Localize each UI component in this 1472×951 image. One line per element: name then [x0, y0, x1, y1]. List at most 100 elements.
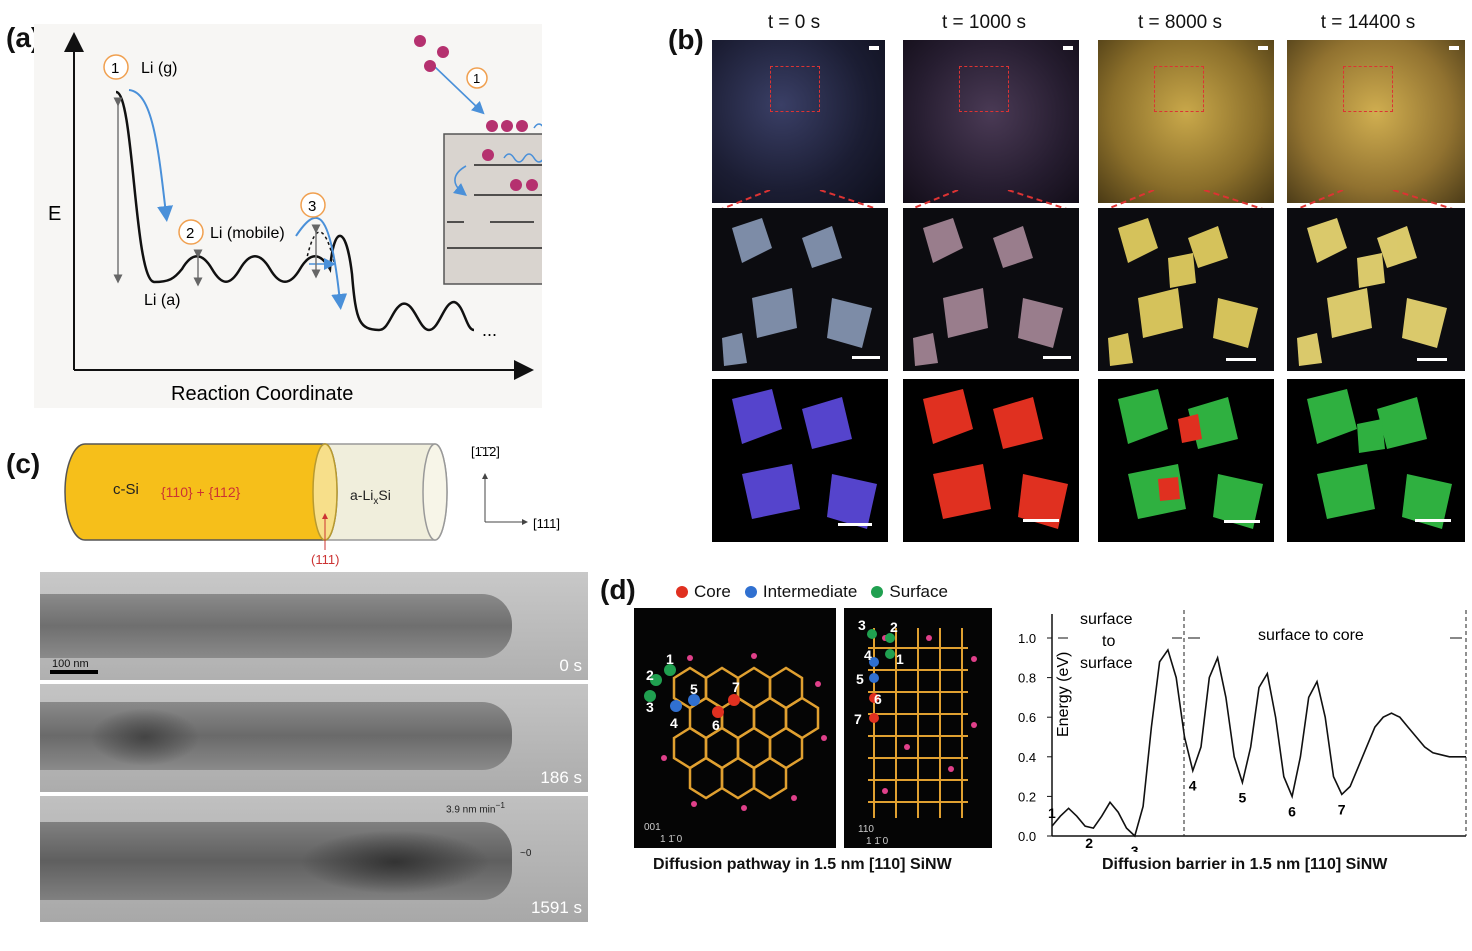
tem-time-1: 186 s — [540, 768, 582, 787]
core-dot — [676, 586, 688, 598]
caption-barrier: Diffusion barrier in 1.5 nm [110] SiNW — [1102, 856, 1388, 873]
zoom-image-14400s — [1287, 208, 1465, 371]
point-label-7: 7 — [1338, 801, 1346, 817]
energy-curve — [1051, 648, 1466, 838]
optical-image-0s — [712, 40, 885, 203]
svg-text:1 1̄ 0: 1 1̄ 0 — [866, 836, 889, 847]
energy-barrier-chart: 0.0 0.2 0.4 0.6 0.8 1.0 1 2 3 4 5 6 7 Energy (eV) s… — [1018, 610, 1467, 852]
region2-label: surface to core — [1258, 627, 1364, 644]
point-label-5: 5 — [1238, 790, 1246, 806]
y-tick-label-2: 0.4 — [1018, 750, 1036, 765]
state-1-num: 1 — [111, 60, 119, 77]
panel-d-label: (d) — [600, 574, 636, 605]
optical-image-8000s — [1098, 40, 1274, 203]
svg-text:6: 6 — [874, 691, 882, 707]
li-a-label: Li (a) — [144, 292, 180, 309]
point-label-3: 3 — [1131, 843, 1139, 852]
point-label-6: 6 — [1288, 803, 1296, 819]
zoom-image-0s — [712, 208, 888, 371]
tem-time-0: 0 s — [559, 656, 582, 675]
point-label-1: 1 — [1048, 805, 1056, 821]
phase-map-8000s — [1098, 379, 1274, 542]
svg-text:3: 3 — [858, 617, 866, 633]
y-axis-label: E — [48, 203, 61, 225]
svg-text:1: 1 — [896, 651, 904, 667]
interface-label: (111) — [311, 552, 339, 567]
phase-map-0s — [712, 379, 888, 542]
tem-time-2: 1591 s — [530, 898, 582, 917]
x-axis-label: Reaction Coordinate — [171, 383, 353, 405]
time-header-1: t = 1000 s — [942, 12, 1026, 33]
legend-intermediate: Intermediate — [762, 582, 858, 601]
panel-b-label: (b) — [668, 24, 704, 55]
svg-text:4: 4 — [864, 647, 872, 663]
svg-text:2: 2 — [646, 667, 654, 683]
arrow-desorb — [128, 89, 174, 222]
inset-num-1: 1 — [473, 71, 480, 86]
energy-diagram: E Reaction Coordinate ... 1 Li (g) 2 Li … — [48, 32, 663, 405]
time-header-2: t = 8000 s — [1138, 12, 1222, 33]
svg-text:5: 5 — [690, 681, 698, 697]
svg-text:2: 2 — [890, 619, 898, 635]
svg-text:1 1̄ 0: 1 1̄ 0 — [660, 834, 683, 845]
time-header-3: t = 14400 s — [1320, 12, 1416, 33]
svg-text:5: 5 — [856, 671, 864, 687]
state-2-circle — [178, 219, 204, 245]
svg-text:001: 001 — [644, 822, 661, 833]
surface-dot — [871, 586, 884, 598]
region1-line3: surface — [1080, 655, 1133, 672]
caption-pathway: Diffusion pathway in 1.5 nm [110] SiNW — [653, 856, 952, 873]
state-1-circle — [103, 54, 129, 80]
state-2-num: 2 — [186, 225, 194, 242]
region1-line2: to — [1102, 633, 1115, 650]
zoom-image-1000s — [903, 208, 1079, 371]
facet-label: {110} + {112} — [161, 484, 241, 500]
svg-text:7: 7 — [732, 679, 740, 695]
state-1-text: Li (g) — [141, 60, 177, 77]
intermediate-dot — [744, 586, 757, 598]
dir-up-label: [1̄1̄2] — [471, 444, 500, 459]
y-tick-label-3: 0.6 — [1018, 710, 1036, 725]
shell-label: a-LixSi — [350, 487, 391, 507]
svg-text:110: 110 — [858, 824, 874, 835]
legend-surface: Surface — [889, 582, 948, 601]
svg-text:4: 4 — [670, 715, 678, 731]
legend-core: Core — [694, 582, 731, 601]
svg-text:7: 7 — [854, 711, 862, 727]
phase-map-14400s — [1287, 379, 1465, 542]
y-tick-label-4: 0.8 — [1018, 671, 1036, 686]
svg-text:3: 3 — [646, 699, 654, 715]
tem-image-186s: 186 s — [40, 684, 588, 792]
y-tick-label-0: 0.0 — [1018, 829, 1036, 844]
tem-image-0s: 100 nm 0 s — [40, 572, 588, 680]
dir-right-label: [111] — [533, 516, 560, 531]
region1-line1: surface — [1080, 611, 1133, 628]
y-tick-label-5: 1.0 — [1018, 631, 1036, 646]
tem-image-1591s: 3.9 nm min−1 ~0 1591 s — [40, 796, 588, 922]
point-label-4: 4 — [1189, 778, 1197, 794]
nanowire-schematic: c-Si {110} + {112} a-LixSi (111) [1̄1̄2]… — [64, 443, 560, 567]
state-3-num: 3 — [308, 198, 316, 215]
panel-c-label: (c) — [6, 448, 41, 479]
optical-image-1000s — [903, 40, 1079, 203]
chart-ylabel: Energy (eV) — [1055, 652, 1072, 737]
atom-legend: Core Intermediate Surface — [676, 582, 948, 602]
y-tick-label-1: 0.2 — [1018, 789, 1036, 804]
optical-image-14400s — [1287, 40, 1465, 203]
zoom-image-8000s — [1098, 208, 1274, 371]
phase-map-1000s — [903, 379, 1079, 542]
scale-bar-label: 100 nm — [52, 658, 89, 670]
state-3-circle — [300, 192, 326, 218]
surface-inset: 1 2 3 — [414, 35, 663, 285]
small-label: ~0 — [520, 848, 532, 859]
state-2-text: Li (mobile) — [210, 225, 285, 242]
arrow-penetrate — [295, 216, 348, 310]
point-label-2: 2 — [1085, 835, 1093, 851]
svg-text:1: 1 — [666, 651, 674, 667]
core-label: c-Si — [113, 481, 139, 498]
growth-rate: 3.9 nm min−1 — [446, 800, 505, 816]
svg-text:6: 6 — [712, 717, 720, 733]
time-header-0: t = 0 s — [767, 12, 821, 33]
